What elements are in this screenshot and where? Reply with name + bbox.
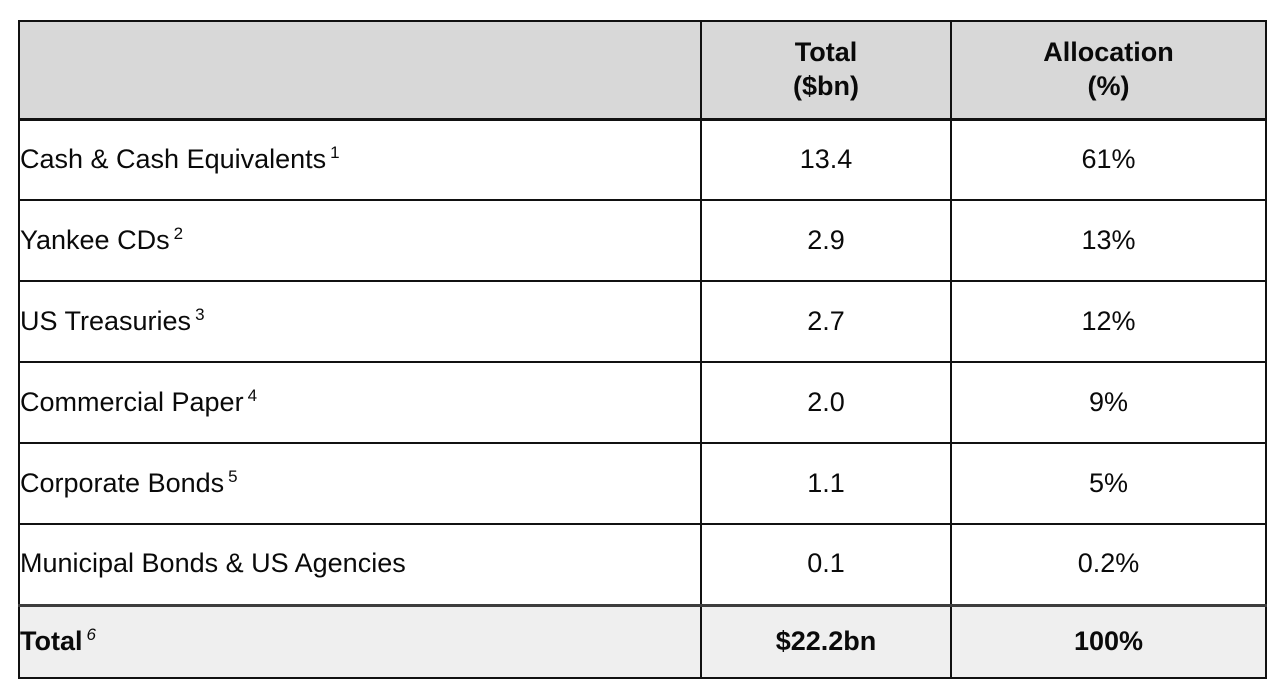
row-total-value: 2.7	[700, 280, 952, 363]
row-total-value: 1.1	[700, 442, 952, 525]
table-row: Municipal Bonds & US Agencies 0.1 0.2%	[18, 523, 1267, 606]
footnote-marker: 1	[330, 142, 340, 162]
header-empty-cell	[18, 20, 702, 121]
footnote-marker: 3	[195, 304, 205, 324]
total-label-text: Total	[20, 625, 83, 656]
row-label: Corporate Bonds 5	[18, 442, 702, 525]
row-label: Cash & Cash Equivalents 1	[18, 118, 702, 201]
row-label-text: US Treasuries	[20, 305, 192, 336]
table-header-row: Total ($bn) Allocation (%)	[18, 20, 1267, 121]
header-total-line2: ($bn)	[793, 70, 859, 101]
allocation-table: Total ($bn) Allocation (%) Cash & Cash E…	[18, 20, 1267, 679]
row-allocation-value: 61%	[950, 118, 1267, 201]
total-row-allocation-value: 100%	[950, 603, 1267, 679]
row-label: Commercial Paper 4	[18, 361, 702, 444]
footnote-marker: 2	[173, 223, 184, 243]
header-total-bn: Total ($bn)	[700, 20, 952, 121]
table-row: Corporate Bonds 5 1.1 5%	[18, 442, 1267, 525]
table-total-row: Total 6 $22.2bn 100%	[18, 603, 1267, 679]
row-label-text: Yankee CDs	[20, 224, 170, 255]
row-label: Yankee CDs 2	[18, 199, 702, 282]
header-allocation-pct: Allocation (%)	[950, 20, 1267, 121]
row-allocation-value: 12%	[950, 280, 1267, 363]
row-total-value: 0.1	[700, 523, 952, 606]
row-label: US Treasuries 3	[18, 280, 702, 363]
table-row: Cash & Cash Equivalents 1 13.4 61%	[18, 118, 1267, 201]
table-row: US Treasuries 3 2.7 12%	[18, 280, 1267, 363]
row-label-text: Corporate Bonds	[20, 467, 225, 498]
allocation-table-container: Total ($bn) Allocation (%) Cash & Cash E…	[18, 20, 1267, 679]
row-label-text: Commercial Paper	[20, 386, 244, 417]
table-row: Commercial Paper 4 2.0 9%	[18, 361, 1267, 444]
table-row: Yankee CDs 2 2.9 13%	[18, 199, 1267, 282]
row-total-value: 2.9	[700, 199, 952, 282]
footnote-marker: 6	[86, 624, 96, 644]
row-allocation-value: 0.2%	[950, 523, 1267, 606]
row-label: Municipal Bonds & US Agencies	[18, 523, 702, 606]
row-allocation-value: 13%	[950, 199, 1267, 282]
row-label-text: Municipal Bonds & US Agencies	[20, 548, 406, 579]
row-total-value: 2.0	[700, 361, 952, 444]
header-total-line1: Total	[794, 37, 858, 67]
row-total-value: 13.4	[700, 118, 952, 201]
total-row-label: Total 6	[18, 603, 702, 679]
header-allocation-line2: (%)	[1087, 70, 1130, 101]
footnote-marker: 5	[228, 466, 238, 486]
footnote-marker: 4	[247, 385, 258, 405]
header-allocation-line1: Allocation	[1043, 37, 1174, 67]
row-allocation-value: 9%	[950, 361, 1267, 444]
row-label-text: Cash & Cash Equivalents	[20, 143, 327, 174]
row-allocation-value: 5%	[950, 442, 1267, 525]
total-row-total-value: $22.2bn	[700, 603, 952, 679]
